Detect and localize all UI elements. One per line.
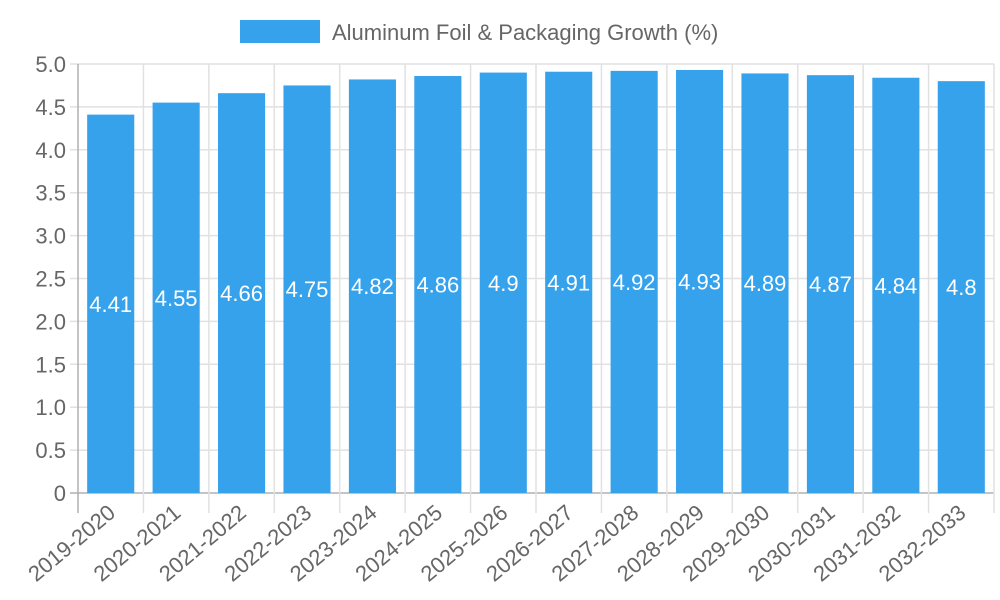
- bar: [545, 71, 593, 494]
- data-label: 4.92: [613, 270, 656, 295]
- y-tick-label: 2.5: [35, 267, 66, 292]
- bar: [348, 79, 396, 493]
- bar: [610, 70, 658, 493]
- bar: [87, 114, 135, 493]
- y-tick-label: 4.0: [35, 138, 66, 163]
- data-label: 4.75: [286, 277, 329, 302]
- data-label: 4.93: [678, 270, 721, 295]
- legend-label: Aluminum Foil & Packaging Growth (%): [332, 20, 718, 45]
- bar: [218, 93, 266, 493]
- data-label: 4.87: [809, 272, 852, 297]
- y-tick-label: 1.5: [35, 352, 66, 377]
- grid: [70, 63, 995, 513]
- x-axis: 2019-20202020-20212021-20222022-20232023…: [23, 500, 970, 587]
- data-label: 4.66: [220, 281, 263, 306]
- y-tick-label: 0: [54, 481, 66, 506]
- data-label: 4.41: [89, 292, 132, 317]
- data-label: 4.86: [416, 273, 459, 298]
- data-label: 4.8: [946, 275, 977, 300]
- data-label: 4.9: [488, 271, 519, 296]
- data-label: 4.91: [547, 270, 590, 295]
- bar: [283, 85, 331, 493]
- y-tick-label: 0.5: [35, 438, 66, 463]
- y-tick-label: 4.5: [35, 95, 66, 120]
- bar: [414, 76, 462, 494]
- bar: [676, 70, 724, 494]
- bar: [937, 81, 985, 493]
- y-tick-label: 3.5: [35, 181, 66, 206]
- y-tick-label: 5.0: [35, 52, 66, 77]
- y-tick-label: 1.0: [35, 395, 66, 420]
- bar: [479, 72, 527, 493]
- bar: [152, 102, 200, 494]
- y-tick-label: 2.0: [35, 309, 66, 334]
- data-label: 4.55: [155, 286, 198, 311]
- legend-swatch: [240, 20, 320, 43]
- data-label: 4.82: [351, 274, 394, 299]
- legend[interactable]: Aluminum Foil & Packaging Growth (%): [240, 20, 718, 45]
- data-label: 4.84: [874, 273, 917, 298]
- bars: 4.41 4.55 4.66 4.75 4.82 4.86 4.9 4.91 4.92 4.93 4…: [87, 70, 985, 494]
- bar: [741, 73, 789, 494]
- bar: [806, 75, 854, 494]
- bar: [872, 77, 920, 493]
- y-tick-label: 3.0: [35, 224, 66, 249]
- data-label: 4.89: [744, 271, 787, 296]
- y-axis: 0 0.5 1.0 1.5 2.0 2.5 3.0 3.5 4.0 4.5 5.0: [35, 52, 66, 506]
